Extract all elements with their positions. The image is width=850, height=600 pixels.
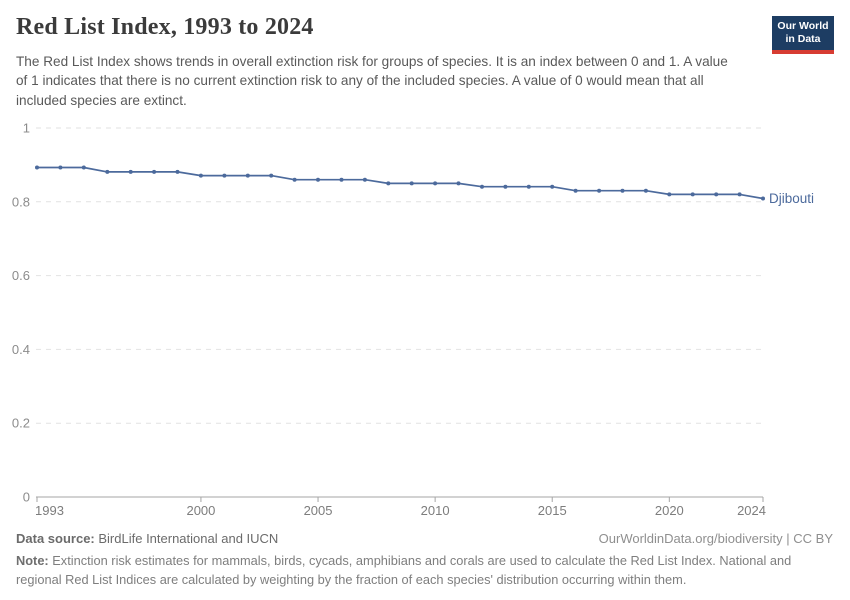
y-tick-label: 0.6 xyxy=(12,268,30,283)
data-source-value: BirdLife International and IUCN xyxy=(98,531,279,546)
owid-cc-link[interactable]: OurWorldinData.org/biodiversity | CC BY xyxy=(598,531,833,546)
footer-note-label: Note: xyxy=(16,553,49,568)
data-point[interactable] xyxy=(339,177,344,182)
data-source-label: Data source: xyxy=(16,531,95,546)
data-point[interactable] xyxy=(737,192,742,197)
data-point[interactable] xyxy=(526,184,531,189)
data-point[interactable] xyxy=(433,181,438,186)
x-tick-label: 2010 xyxy=(421,503,450,518)
data-point[interactable] xyxy=(362,177,367,182)
data-point[interactable] xyxy=(81,165,86,170)
x-tick-label: 2015 xyxy=(538,503,567,518)
data-point[interactable] xyxy=(714,192,719,197)
page-title: Red List Index, 1993 to 2024 xyxy=(16,14,314,40)
y-tick-label: 0 xyxy=(23,490,30,505)
data-point[interactable] xyxy=(409,181,414,186)
y-tick-label: 0.8 xyxy=(12,194,30,209)
data-point[interactable] xyxy=(503,184,508,189)
data-source-line: Data source: BirdLife International and … xyxy=(16,531,278,546)
data-point[interactable] xyxy=(222,173,227,178)
line-chart[interactable]: 1 0.8 0.6 0.4 0.2 0 1993 2000 2005 2010 2015 2020 20… xyxy=(0,115,850,520)
data-point[interactable] xyxy=(690,192,695,197)
data-point[interactable] xyxy=(386,181,391,186)
x-tick-label: 2005 xyxy=(304,503,333,518)
data-point[interactable] xyxy=(269,173,274,178)
x-tick-label: 2024 xyxy=(737,503,766,518)
footer-note: Note: Extinction risk estimates for mamm… xyxy=(16,552,814,589)
owid-logo-line1: Our World xyxy=(777,20,829,32)
owid-logo[interactable]: Our World in Data xyxy=(772,16,834,55)
data-point[interactable] xyxy=(198,173,203,178)
x-tick-label: 1993 xyxy=(35,503,64,518)
x-tick-label: 2020 xyxy=(655,503,684,518)
data-point[interactable] xyxy=(480,184,484,189)
entity-label[interactable]: Djibouti xyxy=(769,191,814,206)
x-tick-label: 2000 xyxy=(186,503,215,518)
y-tick-label: 1 xyxy=(23,121,30,136)
data-point[interactable] xyxy=(152,169,157,174)
data-point[interactable] xyxy=(316,177,320,182)
data-point[interactable] xyxy=(35,165,39,170)
data-point[interactable] xyxy=(573,188,578,193)
data-point[interactable] xyxy=(128,169,133,174)
data-point[interactable] xyxy=(667,192,672,197)
data-point[interactable] xyxy=(292,177,297,182)
chart-line xyxy=(36,166,764,200)
data-point[interactable] xyxy=(620,188,625,193)
data-point[interactable] xyxy=(550,184,555,189)
y-tick-label: 0.4 xyxy=(12,342,30,357)
footer-note-value: Extinction risk estimates for mammals, b… xyxy=(16,553,792,587)
data-point[interactable] xyxy=(105,169,110,174)
data-point[interactable] xyxy=(58,165,63,170)
data-point[interactable] xyxy=(761,196,765,201)
footer-sources-row: Data source: BirdLife International and … xyxy=(16,531,833,546)
data-point[interactable] xyxy=(245,173,250,178)
chart-subtitle: The Red List Index shows trends in overa… xyxy=(16,54,728,108)
data-point[interactable] xyxy=(456,181,461,186)
owid-logo-line2: in Data xyxy=(785,33,821,46)
y-tick-label: 0.2 xyxy=(12,416,30,431)
data-point[interactable] xyxy=(643,188,648,193)
data-point[interactable] xyxy=(175,169,180,174)
data-point[interactable] xyxy=(597,188,602,193)
